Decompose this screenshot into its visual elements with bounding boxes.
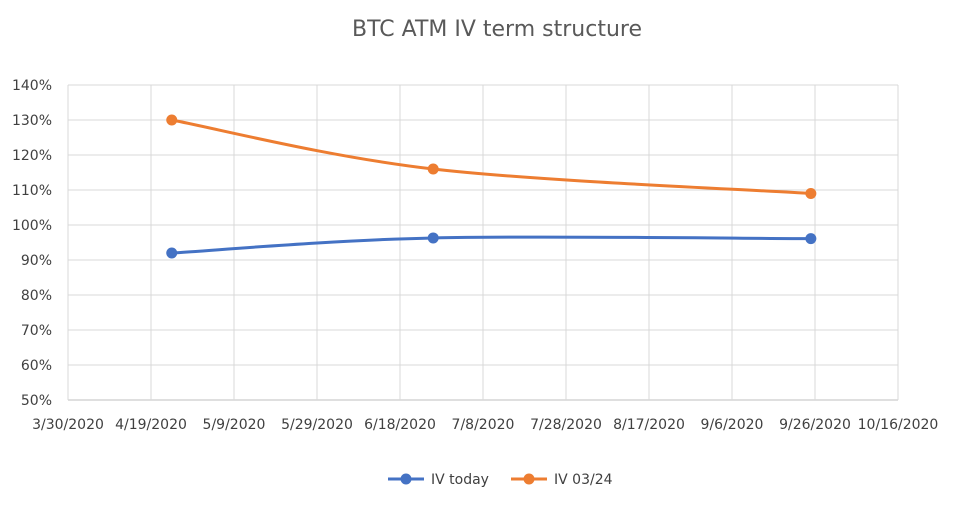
x-tick-label: 5/29/2020: [281, 417, 353, 433]
data-point: [427, 163, 439, 175]
data-point: [805, 188, 817, 199]
legend-swatch-marker: [523, 473, 535, 485]
series-iv-today: [166, 232, 817, 259]
y-tick-label: 100%: [12, 218, 52, 234]
series-line: [170, 235, 813, 255]
y-tick-label: 90%: [21, 253, 52, 269]
y-tick-label: 50%: [21, 393, 52, 409]
x-tick-label: 5/9/2020: [203, 417, 266, 433]
y-tick-label: 60%: [21, 358, 52, 374]
chart-grid: [67, 84, 899, 401]
legend-swatch-marker: [400, 473, 412, 485]
legend-label: IV 03/24: [554, 472, 613, 488]
x-tick-label: 7/8/2020: [452, 417, 515, 433]
chart-series: [166, 114, 817, 259]
x-tick-label: 7/28/2020: [530, 417, 602, 433]
y-tick-label: 130%: [12, 113, 52, 129]
x-tick-label: 6/18/2020: [364, 417, 436, 433]
y-tick-label: 70%: [21, 323, 52, 339]
data-point: [166, 247, 178, 259]
legend-label: IV today: [431, 472, 489, 488]
x-tick-label: 3/30/2020: [32, 417, 104, 433]
x-tick-label: 4/19/2020: [115, 417, 187, 433]
series-iv-03-24: [166, 114, 817, 199]
data-point: [166, 114, 178, 126]
y-tick-label: 110%: [12, 183, 52, 199]
y-tick-label: 80%: [21, 288, 52, 304]
data-point: [427, 232, 439, 244]
series-line: [170, 118, 813, 195]
legend-item: IV today: [388, 472, 489, 488]
chart-legend: IV today IV 03/24: [388, 472, 613, 488]
x-tick-label: 9/26/2020: [779, 417, 851, 433]
chart-title: BTC ATM IV term structure: [352, 17, 642, 42]
x-tick-label: 10/16/2020: [858, 417, 939, 433]
y-tick-label: 120%: [12, 148, 52, 164]
data-point: [805, 233, 817, 245]
chart-axes: 50% 60% 70% 80% 90% 100% 110% 120% 130% 140% 3/30/…: [12, 78, 938, 433]
y-tick-label: 140%: [12, 78, 52, 94]
x-tick-label: 8/17/2020: [613, 417, 685, 433]
legend-item: IV 03/24: [511, 472, 613, 488]
x-tick-label: 9/6/2020: [701, 417, 764, 433]
